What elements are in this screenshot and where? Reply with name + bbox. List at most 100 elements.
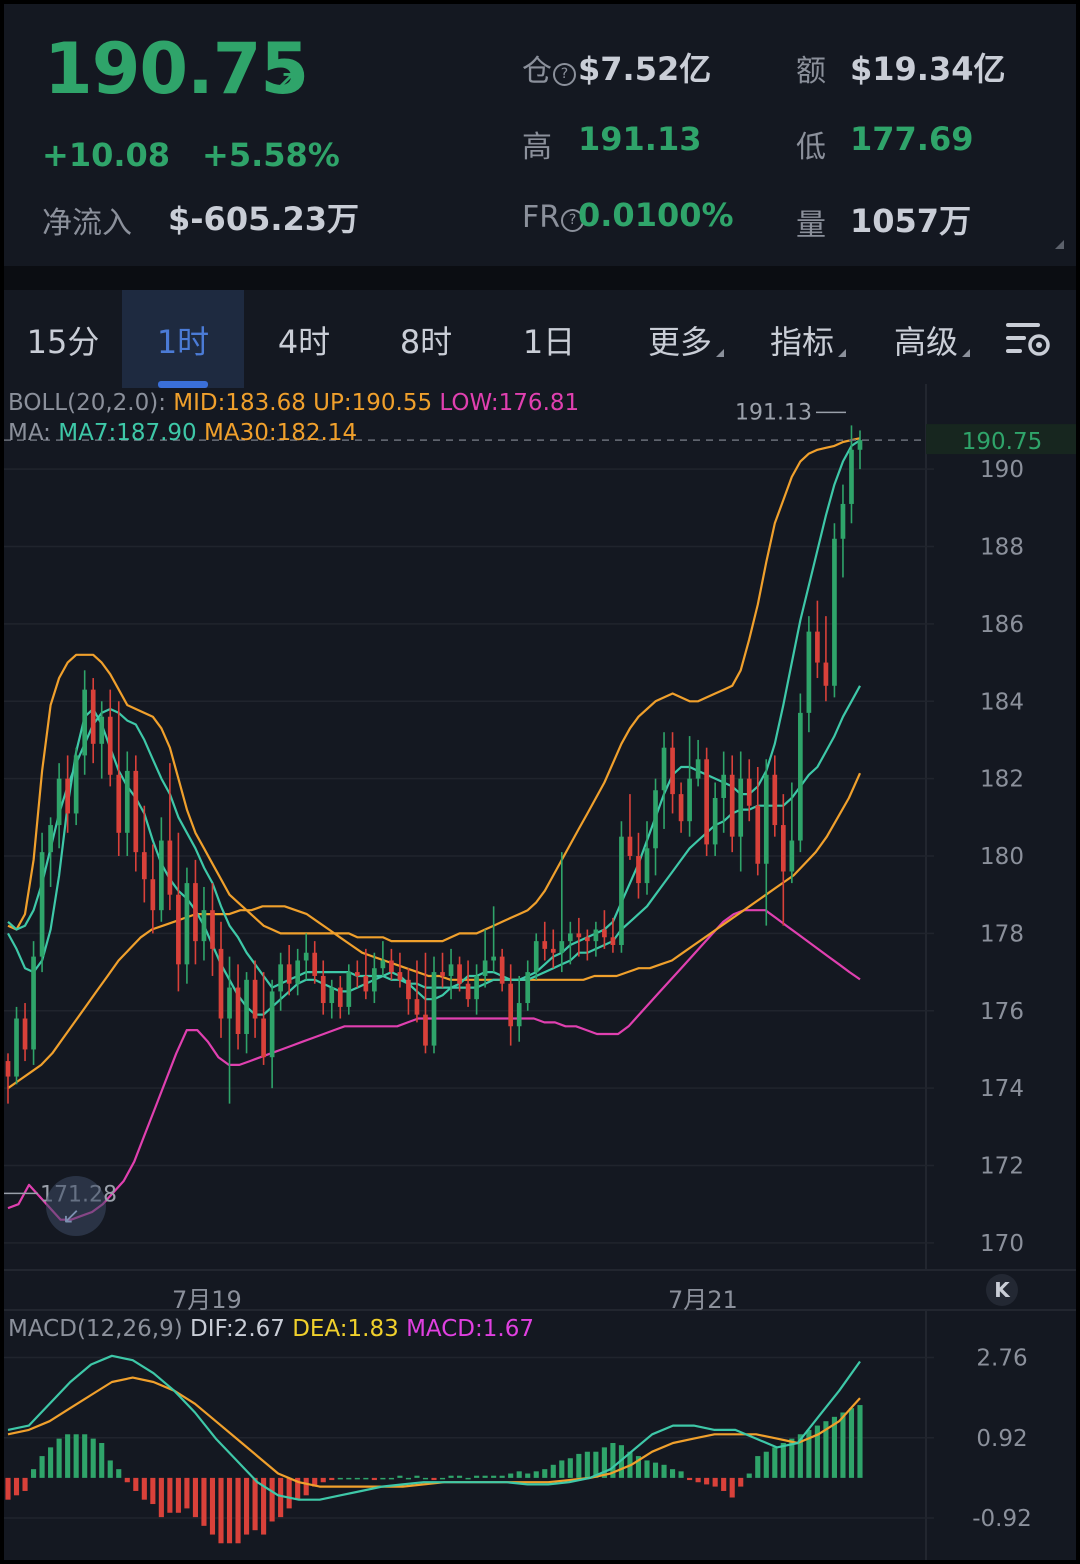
candle-body (832, 538, 837, 686)
candle-body (704, 759, 709, 845)
tab-8h[interactable]: 8时 (364, 290, 488, 388)
candle-body (567, 933, 573, 942)
candle-body (593, 929, 599, 942)
candle-body (261, 1018, 266, 1058)
candle-body (789, 840, 795, 872)
macd-histogram-bar (559, 1460, 565, 1478)
tab-label: 高级 (893, 323, 958, 361)
candle-body (465, 983, 471, 1000)
open-interest-label[interactable]: 仓? (522, 46, 577, 90)
candle-body (755, 805, 761, 864)
candle-body (491, 956, 496, 961)
tab-label: 15分 (26, 323, 100, 361)
macd-histogram-bar (158, 1477, 164, 1518)
candle-body (5, 1061, 11, 1077)
macd-histogram-bar (610, 1443, 616, 1478)
macd-histogram-bar (704, 1477, 710, 1485)
tab-1h[interactable]: 1时 (122, 290, 244, 388)
macd-histogram-bar (584, 1451, 590, 1478)
boll-legend-mid: MID:183.68 (173, 390, 306, 416)
candle-body (644, 848, 650, 884)
macd-histogram-bar (857, 1405, 863, 1478)
macd-histogram-bar (329, 1477, 335, 1481)
macd-histogram-bar (831, 1416, 837, 1478)
macd-histogram-bar (738, 1477, 744, 1487)
macd-histogram-bar (31, 1469, 37, 1478)
turnover-value: $19.34亿 (850, 50, 1006, 88)
ma-legend-ma7: MA7:187.90 (58, 420, 197, 446)
y-axis-tick-label: 184 (980, 689, 1024, 715)
tab-more[interactable]: 更多 (624, 290, 748, 388)
tab-indicators[interactable]: 指标 (748, 290, 868, 388)
section-divider (4, 266, 1076, 290)
boll-legend-low: LOW:176.81 (439, 390, 580, 416)
macd-histogram-bar (320, 1477, 326, 1483)
candle-body (82, 689, 88, 756)
macd-histogram-bar (56, 1438, 62, 1478)
macd-legend-dif: DIF:2.67 (190, 1316, 285, 1342)
tab-advanced[interactable]: 高级 (872, 290, 992, 388)
help-icon[interactable]: ? (553, 63, 576, 86)
candle-body (107, 716, 113, 775)
candle-body (431, 972, 437, 1046)
macd-histogram-bar (533, 1471, 539, 1478)
candle-body (423, 1014, 428, 1046)
macd-histogram-bar (661, 1464, 667, 1478)
high-value: 191.13 (578, 120, 702, 158)
candle-body (295, 960, 301, 984)
ma7-line (7, 439, 861, 1016)
macd-histogram-bar (295, 1477, 301, 1500)
candle-body (227, 987, 232, 1019)
candle-body (729, 774, 735, 837)
scroll-to-start-button[interactable]: K (986, 1274, 1018, 1306)
ma-legend: MA: MA7:187.90 MA30:182.14 (8, 420, 357, 446)
macd-histogram-bar (448, 1475, 454, 1478)
candle-body (440, 972, 445, 976)
floating-action-button[interactable] (46, 1176, 106, 1236)
macd-histogram-bar (422, 1477, 429, 1480)
macd-histogram-bar (124, 1477, 130, 1483)
tab-15m[interactable]: 15分 (4, 290, 122, 388)
macd-histogram-bar (806, 1429, 812, 1478)
expand-corner-icon[interactable] (1055, 240, 1064, 249)
tab-label: 1时 (156, 323, 210, 361)
price-chart[interactable]: 190188186184182180178176174172170190.751… (4, 4, 1076, 1560)
macd-histogram-bar (175, 1477, 181, 1513)
price-change-percent: +5.58% (202, 136, 340, 174)
ma-legend-ma30: MA30:182.14 (204, 420, 358, 446)
funding-rate-label[interactable]: FR? (522, 200, 585, 235)
last-price-tag-label: 190.75 (962, 429, 1042, 455)
macd-histogram-bar (431, 1477, 437, 1481)
candle-body (278, 964, 283, 992)
macd-histogram-bar (65, 1434, 71, 1478)
macd-histogram-bar (746, 1473, 752, 1478)
macd-histogram-bar (789, 1438, 795, 1478)
candle-body (346, 972, 352, 1007)
tab-label: 更多 (647, 323, 712, 361)
y-axis-tick-label: 176 (980, 999, 1024, 1025)
macd-histogram-bar (550, 1464, 556, 1478)
y-axis-tick-label: 186 (980, 612, 1024, 638)
open-interest-label-text: 仓 (522, 54, 552, 89)
tab-4h[interactable]: 4时 (244, 290, 364, 388)
macd-histogram-bar (90, 1438, 96, 1478)
macd-histogram-bar (167, 1477, 173, 1513)
help-icon[interactable]: ? (561, 209, 585, 232)
funding-rate-label-text: FR (522, 200, 561, 235)
tab-1d[interactable]: 1日 (488, 290, 610, 388)
macd-histogram-bar (388, 1477, 394, 1480)
macd-histogram-bar (823, 1421, 829, 1478)
macd-histogram-bar (601, 1447, 607, 1478)
macd-histogram-bar (133, 1477, 139, 1491)
candle-body (695, 759, 701, 779)
candle-body (210, 910, 215, 949)
last-price-tag (926, 424, 1076, 455)
macd-histogram-bar (218, 1477, 224, 1544)
macd-histogram-bar (235, 1477, 241, 1544)
macd-histogram-bar (141, 1477, 147, 1500)
chart-settings-icon[interactable] (1006, 320, 1052, 360)
y-axis-tick-label: 180 (980, 844, 1024, 870)
macd-legend-dea: DEA:1.83 (292, 1316, 399, 1342)
boll-legend: BOLL(20,2.0): MID:183.68 UP:190.55 LOW:1… (8, 390, 579, 416)
net-inflow-label: 净流入 (42, 206, 132, 241)
